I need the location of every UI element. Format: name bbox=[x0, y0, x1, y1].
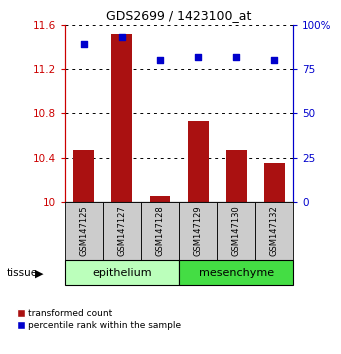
Text: GSM147127: GSM147127 bbox=[117, 206, 127, 256]
Text: epithelium: epithelium bbox=[92, 268, 152, 278]
Bar bbox=[149, 196, 170, 202]
Bar bbox=[179, 202, 217, 260]
Point bbox=[233, 54, 239, 59]
Text: tissue: tissue bbox=[7, 268, 38, 278]
Text: GSM147130: GSM147130 bbox=[232, 206, 241, 256]
Bar bbox=[73, 150, 94, 202]
Title: GDS2699 / 1423100_at: GDS2699 / 1423100_at bbox=[106, 9, 252, 22]
Bar bbox=[255, 202, 293, 260]
Bar bbox=[217, 202, 255, 260]
Bar bbox=[65, 260, 179, 285]
Point bbox=[119, 34, 125, 40]
Text: GSM147125: GSM147125 bbox=[79, 206, 88, 256]
Point bbox=[81, 41, 87, 47]
Point bbox=[157, 57, 163, 63]
Point bbox=[195, 54, 201, 59]
Bar bbox=[103, 202, 141, 260]
Legend: transformed count, percentile rank within the sample: transformed count, percentile rank withi… bbox=[18, 309, 181, 330]
Text: ▶: ▶ bbox=[35, 268, 43, 278]
Text: GSM147129: GSM147129 bbox=[194, 206, 203, 256]
Bar bbox=[65, 202, 103, 260]
Text: GSM147128: GSM147128 bbox=[155, 206, 164, 256]
Bar bbox=[141, 202, 179, 260]
Point bbox=[271, 57, 277, 63]
Bar bbox=[188, 121, 209, 202]
Bar bbox=[264, 163, 285, 202]
Bar bbox=[112, 34, 132, 202]
Text: GSM147132: GSM147132 bbox=[270, 206, 279, 256]
Text: mesenchyme: mesenchyme bbox=[198, 268, 274, 278]
Bar bbox=[226, 150, 247, 202]
Bar bbox=[179, 260, 293, 285]
